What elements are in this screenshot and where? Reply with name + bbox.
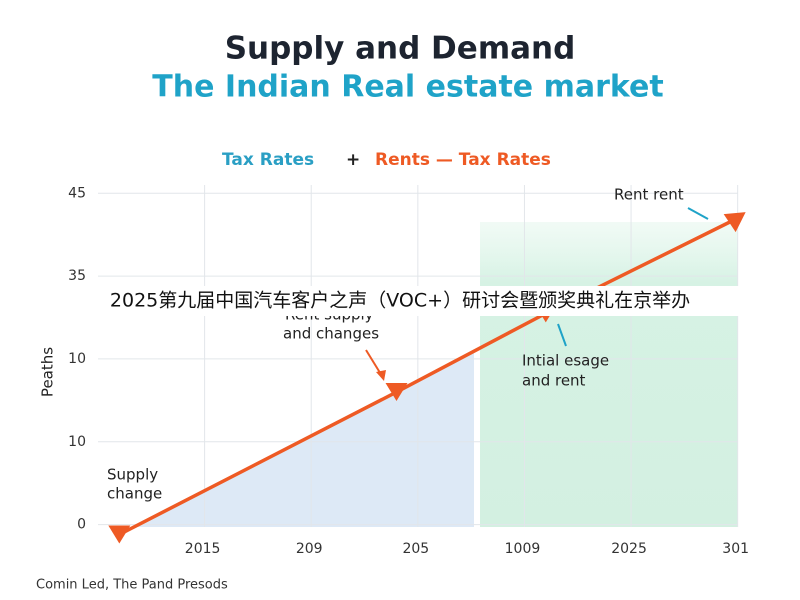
area-fill: [480, 222, 738, 527]
annotation-arrow: [557, 323, 567, 347]
x-tick-label: 1009: [505, 541, 541, 557]
annotation: Intial esage: [522, 352, 609, 370]
annotation-arrow: [687, 207, 709, 220]
y-tick-label: 45: [68, 185, 86, 201]
annotation: and changes: [283, 325, 379, 343]
annotation: change: [107, 485, 162, 503]
y-tick-label: 10: [68, 351, 86, 367]
x-tick-label: 205: [402, 541, 429, 557]
chart-title: Supply and Demand: [225, 31, 576, 67]
legend-item: Tax Rates: [222, 150, 314, 170]
source: Comin Led, The Pand Presods: [36, 578, 228, 593]
line: [118, 216, 739, 537]
x-tick-label: 301: [722, 541, 749, 557]
annotation: Rent rent: [614, 186, 684, 204]
legend-item: Rents — Tax Rates: [375, 150, 551, 170]
overlay-banner: [0, 286, 800, 316]
x-tick-label: 209: [296, 541, 323, 557]
x-tick-label: 2015: [185, 541, 221, 557]
annotation: Supply: [107, 466, 158, 484]
y-tick-label: 10: [68, 434, 86, 450]
annotation-arrow: [376, 370, 386, 381]
grid: [98, 185, 739, 527]
y-tick-label: 35: [68, 268, 86, 284]
legend-item: +: [346, 150, 360, 170]
y-axis-label: Peaths: [39, 347, 57, 397]
chart-subtitle: The Indian Real estate market: [152, 70, 663, 105]
y-tick-label: 0: [77, 517, 86, 533]
marker: [385, 383, 408, 402]
overlay-text: 2025第九届中国汽车客户之声（VOC+）研讨会暨颁奖典礼在京举办: [110, 290, 690, 312]
annotation: and rent: [522, 372, 586, 390]
marker: [108, 525, 131, 544]
legend: Tax Rates + Rents — Tax Rates: [222, 150, 551, 170]
x-tick-label: 2025: [611, 541, 647, 557]
marker: [723, 212, 746, 233]
